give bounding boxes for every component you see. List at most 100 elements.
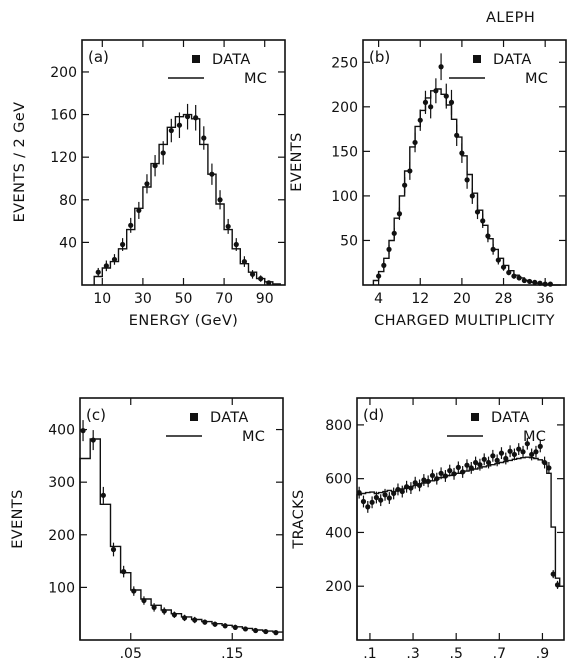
data-point (422, 99, 429, 105)
data-point (100, 492, 106, 498)
data-point (376, 273, 382, 279)
x-tick-label: .9 (536, 646, 549, 660)
data-point (258, 276, 264, 282)
data-point (511, 451, 518, 458)
x-tick-label: .05 (120, 646, 142, 660)
data-point (451, 471, 457, 477)
x-tick-label: 30 (134, 291, 152, 307)
mc-histogram (93, 113, 281, 285)
data-point (425, 478, 431, 484)
x-axis-label: CHARGED MULTIPLICITY (374, 313, 555, 329)
y-tick-label: 600 (325, 472, 352, 488)
data-point (546, 465, 552, 471)
data-point (490, 246, 496, 252)
legend-mc-label: MC (525, 71, 548, 87)
data-point (222, 623, 228, 629)
data-point (442, 473, 449, 479)
data-point (233, 241, 239, 248)
legend-mc-label: MC (244, 71, 267, 87)
data-point (460, 469, 466, 475)
y-tick-label: 50 (340, 233, 358, 249)
data-point (438, 470, 444, 476)
data-point (111, 256, 118, 263)
legend-data-label: DATA (212, 52, 251, 68)
data-point (532, 279, 538, 285)
data-point (417, 117, 423, 123)
data-point (403, 484, 410, 490)
x-tick-label: 4 (374, 291, 383, 307)
data-point (503, 455, 509, 462)
data-point (110, 546, 117, 553)
data-point (464, 177, 470, 183)
panel-label: (a) (88, 48, 109, 66)
data-point (201, 135, 207, 141)
data-point (136, 207, 142, 214)
y-tick-label: 100 (331, 189, 358, 205)
panel-a: 10 30 50 70 90 40 80 120 160 200 ENERGY (GeV) EVENT… (12, 39, 286, 329)
data-point (498, 450, 505, 456)
data-point (396, 211, 403, 217)
y-tick-label: 200 (331, 100, 358, 116)
legend-data-label: DATA (493, 52, 532, 68)
data-point (217, 197, 223, 203)
data-point (263, 628, 269, 635)
data-point (516, 446, 522, 452)
data-point (469, 193, 475, 199)
y-tick-label: 800 (325, 418, 352, 434)
data-point (537, 280, 543, 286)
data-point (242, 626, 249, 632)
data-point (232, 624, 238, 630)
experiment-label: ALEPH (486, 10, 535, 26)
data-point (520, 449, 526, 455)
y-tick-label: 200 (325, 579, 352, 595)
data-point (212, 621, 218, 627)
data-point (192, 617, 198, 623)
panel-c: .05.15100200300400SPHERICITYEVENTS(c)DAT… (10, 397, 284, 660)
y-tick-label: 250 (331, 55, 358, 71)
data-point (266, 280, 272, 286)
data-point (121, 569, 127, 575)
legend-data-marker (190, 413, 198, 421)
y-axis-label: EVENTS (289, 132, 305, 192)
data-point (448, 99, 455, 105)
data-point (386, 495, 392, 501)
data-point (151, 604, 157, 610)
y-tick-label: 40 (59, 235, 77, 251)
data-point (399, 488, 405, 495)
data-point (438, 64, 444, 70)
data-point (455, 464, 461, 470)
data-point (391, 230, 397, 236)
panel-d: .1.3.5.7.9200400600800lcos ϑlTRACKS(d)DA… (291, 397, 565, 660)
data-point (533, 449, 539, 455)
y-tick-label: 200 (48, 528, 75, 544)
data-point (181, 615, 188, 621)
mc-histogram (79, 438, 283, 640)
x-tick-label: .3 (406, 646, 419, 660)
x-tick-label: .7 (493, 646, 506, 660)
data-point (428, 104, 434, 110)
data-point (495, 257, 501, 263)
data-point (421, 477, 427, 483)
data-point (120, 241, 126, 248)
data-point (474, 209, 481, 215)
data-point (141, 597, 147, 604)
x-tick-label: .15 (221, 646, 243, 660)
data-point (480, 218, 486, 224)
data-point (511, 273, 517, 279)
data-point (434, 476, 440, 482)
x-tick-label: 70 (215, 291, 233, 307)
x-tick-label: 90 (256, 291, 274, 307)
y-tick-label: 400 (325, 525, 352, 541)
data-point (537, 443, 543, 449)
data-point (507, 448, 513, 454)
data-point (128, 222, 134, 228)
data-point (477, 462, 483, 468)
mc-histogram (356, 456, 564, 640)
legend-data-label: DATA (210, 410, 249, 426)
plot-frame (362, 39, 567, 286)
data-point (225, 223, 231, 230)
y-tick-label: 400 (48, 423, 75, 439)
data-point (402, 182, 408, 188)
data-point (152, 163, 158, 169)
data-point (506, 269, 512, 276)
